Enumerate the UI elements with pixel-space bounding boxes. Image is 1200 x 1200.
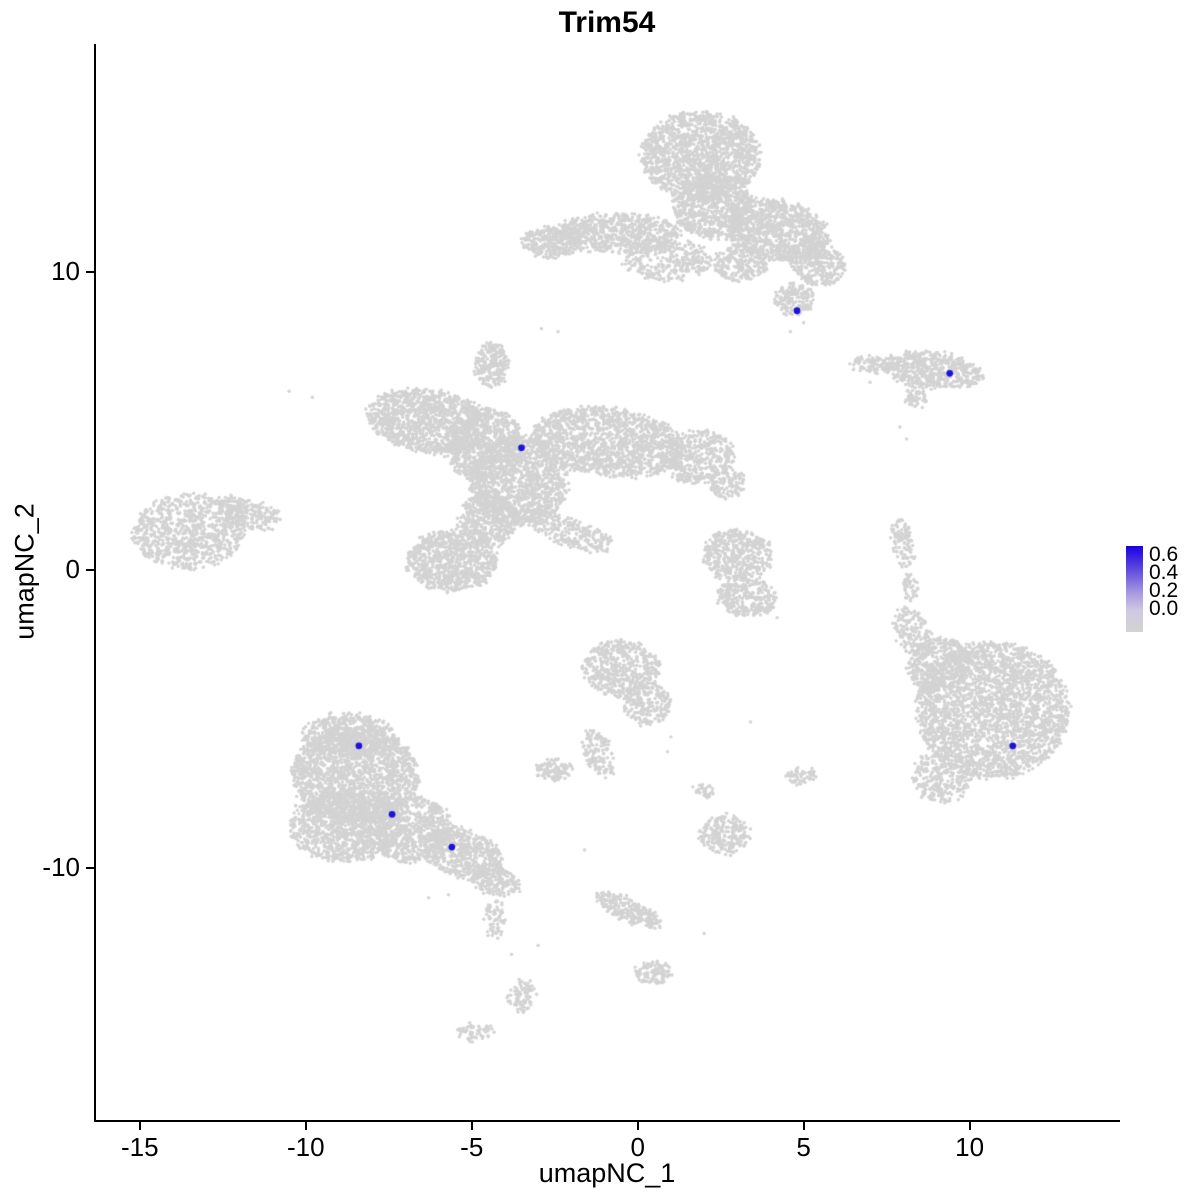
legend-label-02: 0.2 xyxy=(1149,579,1179,602)
legend-gradient-bar xyxy=(1126,546,1143,632)
y-tick-mark xyxy=(86,866,94,869)
x-tick-mark xyxy=(802,1122,805,1130)
x-tick-mark xyxy=(470,1122,473,1130)
y-tick-label: -10 xyxy=(42,851,80,882)
x-tick-label: -5 xyxy=(460,1132,484,1162)
y-axis-line xyxy=(94,44,96,1122)
x-axis-line xyxy=(94,1120,1120,1122)
x-tick-mark xyxy=(138,1122,141,1130)
legend-label-06: 0.6 xyxy=(1149,543,1179,566)
x-axis-title: umapNC_1 xyxy=(538,1158,676,1188)
y-tick-label: 0 xyxy=(65,553,80,584)
x-tick-label: 0 xyxy=(630,1132,645,1162)
x-tick-mark xyxy=(304,1122,307,1130)
y-tick-label: 10 xyxy=(51,256,80,287)
y-tick-mark xyxy=(86,271,94,274)
x-tick-mark xyxy=(636,1122,639,1130)
x-tick-label: -10 xyxy=(286,1132,325,1162)
x-tick-label: -15 xyxy=(121,1132,159,1162)
plot-title: Trim54 xyxy=(558,6,656,39)
y-axis-title: umapNC_2 xyxy=(9,503,40,640)
x-tick-label: 10 xyxy=(955,1132,985,1162)
x-tick-label: 5 xyxy=(796,1132,811,1162)
color-legend: 0.6 0.4 0.2 0.0 xyxy=(1126,544,1200,636)
y-tick-mark xyxy=(86,568,94,571)
x-tick-mark xyxy=(968,1122,971,1130)
legend-label-00: 0.0 xyxy=(1149,597,1179,620)
umap-scatter-canvas xyxy=(96,45,1118,1120)
legend-label-04: 0.4 xyxy=(1149,561,1179,584)
